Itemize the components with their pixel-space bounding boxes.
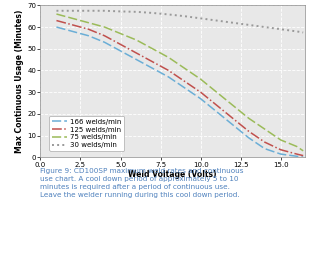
30 welds/min — [199, 17, 202, 20]
30 welds/min — [263, 25, 267, 29]
Y-axis label: Max Continuous Usage (Minutes): Max Continuous Usage (Minutes) — [16, 10, 25, 153]
75 welds/min — [167, 56, 170, 59]
75 welds/min — [103, 25, 106, 29]
125 welds/min — [135, 52, 138, 55]
125 welds/min — [279, 148, 283, 151]
166 welds/min — [279, 152, 283, 156]
X-axis label: Weld Voltage (Volts): Weld Voltage (Volts) — [128, 170, 217, 179]
125 welds/min — [295, 152, 299, 156]
Line: 30 welds/min: 30 welds/min — [57, 11, 303, 33]
166 welds/min — [119, 49, 123, 53]
125 welds/min — [55, 19, 58, 22]
30 welds/min — [135, 10, 138, 13]
30 welds/min — [119, 10, 123, 13]
166 welds/min — [263, 147, 267, 150]
166 welds/min — [183, 86, 187, 89]
30 welds/min — [71, 9, 74, 12]
30 welds/min — [247, 23, 251, 26]
166 welds/min — [151, 67, 155, 70]
Text: Figure 9: CD100SP maximum weld rates and continuous
use chart. A cool down perio: Figure 9: CD100SP maximum weld rates and… — [40, 168, 244, 198]
75 welds/min — [71, 17, 74, 20]
30 welds/min — [103, 9, 106, 12]
Legend: 166 welds/min, 125 welds/min, 75 welds/min, 30 welds/min: 166 welds/min, 125 welds/min, 75 welds/m… — [49, 116, 124, 151]
30 welds/min — [215, 19, 219, 22]
75 welds/min — [301, 149, 305, 152]
166 welds/min — [231, 123, 234, 126]
166 welds/min — [215, 110, 219, 113]
75 welds/min — [231, 104, 234, 107]
125 welds/min — [87, 28, 91, 31]
75 welds/min — [183, 67, 187, 70]
30 welds/min — [301, 31, 305, 34]
Line: 75 welds/min: 75 welds/min — [57, 14, 303, 151]
75 welds/min — [295, 145, 299, 148]
75 welds/min — [215, 91, 219, 94]
166 welds/min — [301, 155, 305, 159]
30 welds/min — [151, 11, 155, 14]
75 welds/min — [87, 21, 91, 24]
30 welds/min — [295, 30, 299, 33]
125 welds/min — [119, 43, 123, 46]
166 welds/min — [135, 58, 138, 61]
125 welds/min — [167, 69, 170, 72]
166 welds/min — [199, 97, 202, 100]
166 welds/min — [103, 41, 106, 44]
75 welds/min — [279, 138, 283, 142]
125 welds/min — [231, 117, 234, 120]
30 welds/min — [279, 28, 283, 31]
125 welds/min — [71, 23, 74, 26]
166 welds/min — [87, 34, 91, 37]
75 welds/min — [199, 78, 202, 81]
30 welds/min — [55, 9, 58, 12]
30 welds/min — [87, 9, 91, 12]
30 welds/min — [183, 15, 187, 18]
Line: 166 welds/min: 166 welds/min — [57, 27, 303, 157]
75 welds/min — [151, 47, 155, 50]
75 welds/min — [135, 38, 138, 42]
75 welds/min — [247, 117, 251, 120]
Line: 125 welds/min: 125 welds/min — [57, 21, 303, 156]
125 welds/min — [263, 140, 267, 144]
125 welds/min — [199, 91, 202, 94]
166 welds/min — [55, 25, 58, 29]
30 welds/min — [167, 13, 170, 16]
125 welds/min — [151, 60, 155, 63]
125 welds/min — [247, 130, 251, 133]
166 welds/min — [167, 75, 170, 78]
30 welds/min — [231, 21, 234, 24]
125 welds/min — [103, 34, 106, 37]
125 welds/min — [301, 154, 305, 157]
166 welds/min — [247, 136, 251, 139]
125 welds/min — [183, 80, 187, 83]
75 welds/min — [119, 32, 123, 35]
75 welds/min — [263, 128, 267, 131]
166 welds/min — [295, 155, 299, 158]
75 welds/min — [55, 13, 58, 16]
166 welds/min — [71, 30, 74, 33]
125 welds/min — [215, 104, 219, 107]
